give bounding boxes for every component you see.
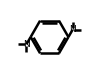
Text: N: N [23, 40, 30, 49]
Text: N: N [69, 25, 76, 34]
